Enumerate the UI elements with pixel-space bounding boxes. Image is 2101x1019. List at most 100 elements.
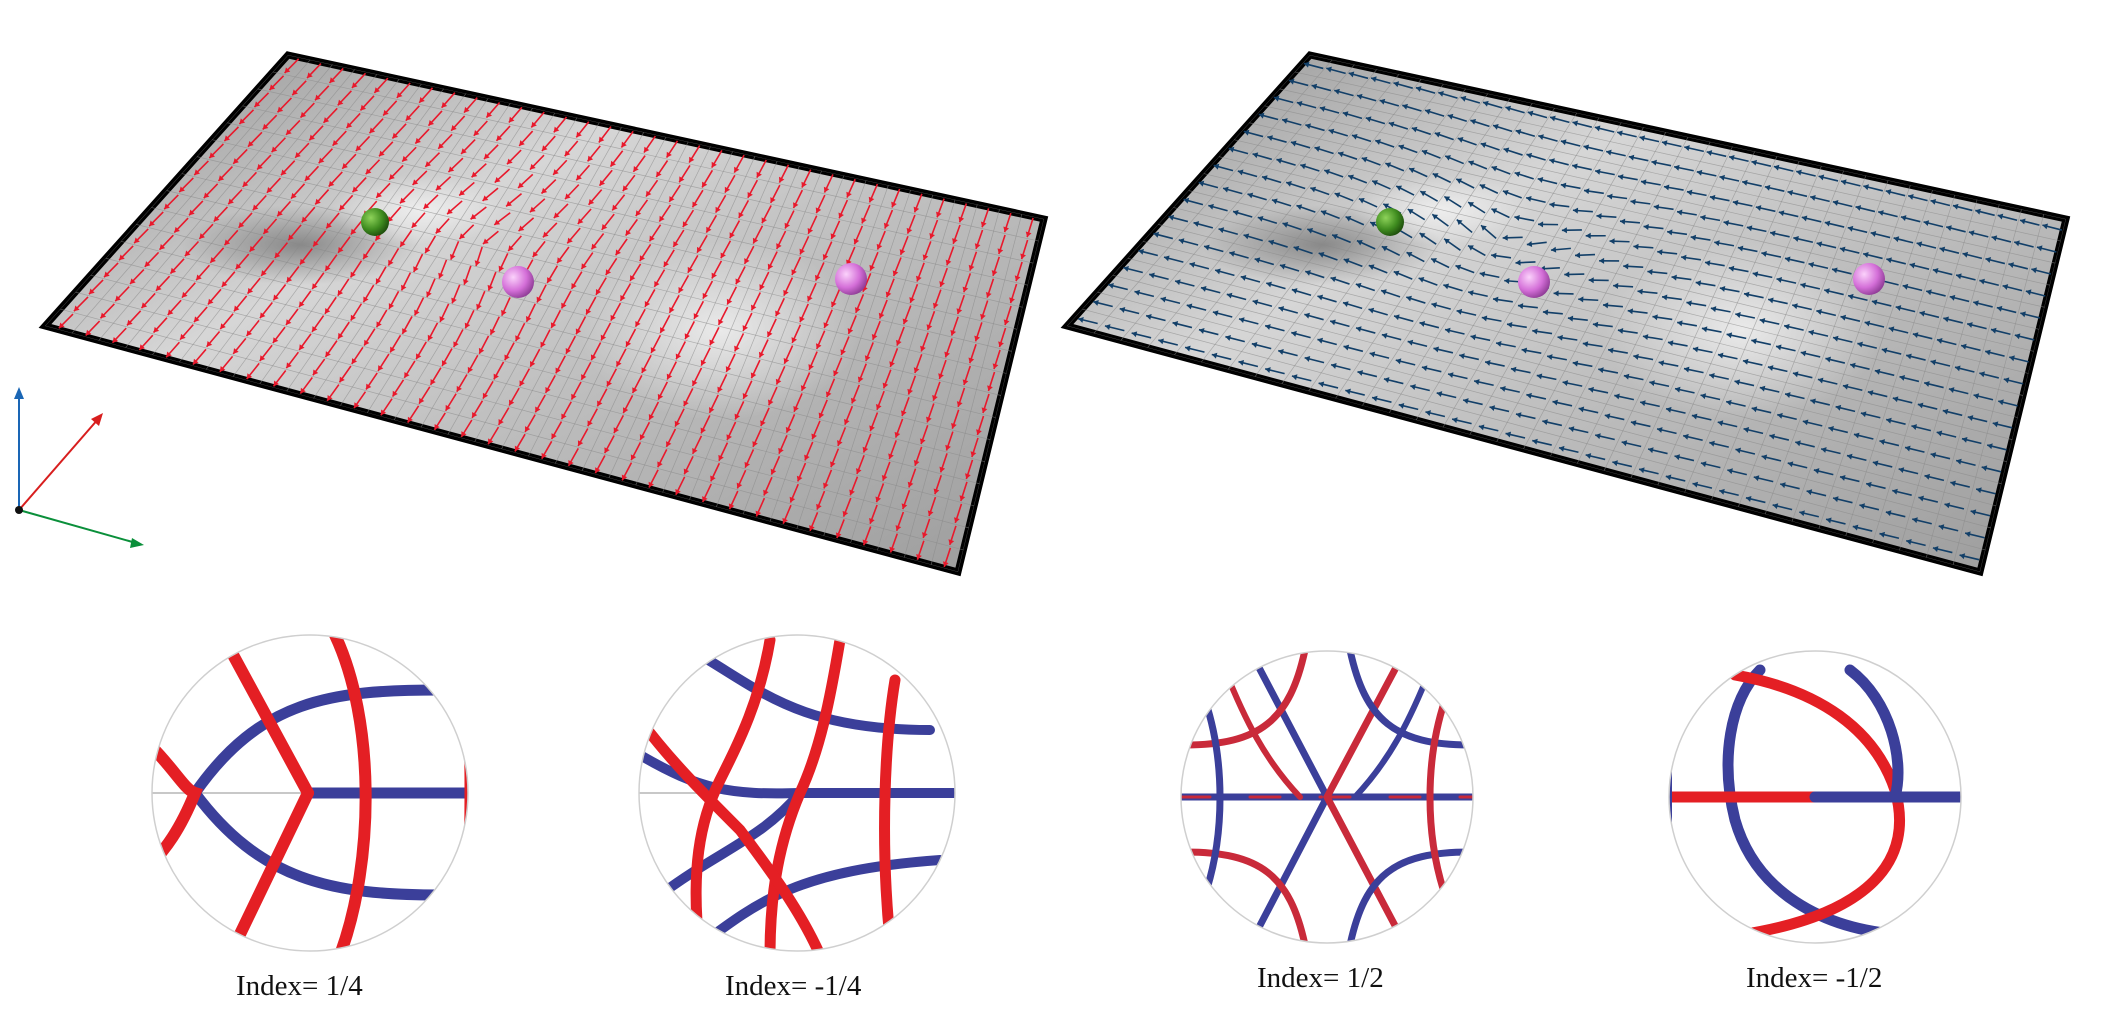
field-arrow (541, 135, 556, 152)
field-arrow (482, 380, 494, 400)
field-arrow (1443, 238, 1461, 251)
field-arrow (198, 223, 214, 240)
field-arrow (498, 253, 509, 272)
field-arrow (645, 179, 659, 197)
field-arrow (1433, 346, 1454, 354)
field-arrow (962, 365, 972, 386)
field-arrow (951, 409, 960, 429)
field-arrow (1267, 135, 1287, 143)
field-arrow (1912, 332, 1933, 340)
field-arrow (2014, 240, 2034, 248)
field-arrow (657, 449, 668, 468)
field-arrow (1892, 396, 1913, 404)
field-arrow (1842, 383, 1863, 392)
field-arrow (1168, 214, 1189, 223)
field-arrow (556, 246, 570, 264)
field-arrow (1911, 424, 1932, 432)
field-arrow (1343, 258, 1363, 268)
field-arrow (909, 283, 919, 304)
field-arrow (1489, 405, 1510, 413)
field-arrow (864, 342, 874, 362)
field-arrow (1617, 174, 1638, 181)
field-arrow (902, 305, 912, 325)
field-arrow (847, 315, 857, 335)
field-arrow (540, 329, 551, 348)
field-arrow (871, 320, 881, 341)
field-arrow (1787, 189, 1808, 198)
field-arrow (1979, 371, 1999, 379)
mesh-line (196, 156, 1012, 352)
field-arrow (276, 97, 293, 113)
field-arrow (1515, 412, 1536, 420)
field-arrow (1078, 317, 1098, 325)
field-arrow (843, 405, 854, 425)
field-arrow (944, 338, 953, 358)
field-arrow (1271, 198, 1292, 207)
field-arrow (1436, 391, 1457, 399)
field-arrow (907, 468, 917, 488)
field-arrow (460, 139, 476, 155)
field-arrow (666, 361, 678, 380)
field-arrow (285, 308, 299, 326)
field-arrow (577, 428, 589, 447)
field-arrow (575, 316, 587, 335)
field-arrow (717, 374, 728, 393)
field-arrow (580, 252, 594, 270)
field-arrow (311, 315, 325, 333)
field-arrow (1796, 169, 1816, 177)
field-arrow (1432, 172, 1452, 184)
field-arrow (643, 135, 657, 153)
field-arrow (1743, 426, 1764, 435)
field-arrow (456, 374, 468, 393)
field-arrow (1538, 221, 1559, 228)
field-arrow (778, 164, 790, 183)
field-arrow (1627, 308, 1648, 315)
field-arrow (1775, 344, 1796, 352)
field-arrow (853, 225, 864, 245)
field-arrow (1557, 334, 1578, 341)
field-arrow (1380, 289, 1401, 298)
field-arrow (1415, 86, 1436, 94)
field-arrow (245, 319, 260, 337)
field-arrow (1134, 289, 1155, 298)
field-arrow (1334, 192, 1354, 202)
field-arrow (769, 184, 781, 204)
field-arrow (2042, 223, 2063, 231)
field-arrow (1628, 154, 1649, 162)
field-arrow (337, 90, 352, 106)
field-arrow (756, 159, 767, 178)
field-arrow (672, 229, 685, 248)
field-arrow (1189, 261, 1210, 270)
field-arrow (407, 405, 420, 423)
field-arrow (1746, 225, 1767, 233)
field-arrow (875, 483, 885, 503)
field-arrow (1560, 182, 1581, 190)
field-arrow (1273, 95, 1294, 104)
field-arrow (506, 149, 522, 165)
field-arrow (1473, 379, 1494, 387)
field-arrow (1623, 263, 1644, 270)
field-arrow (294, 142, 310, 159)
field-arrow (262, 218, 278, 235)
field-arrow (152, 317, 168, 334)
field-arrow (1583, 144, 1604, 152)
field-arrow (1558, 445, 1579, 454)
field-arrow (188, 200, 204, 216)
field-arrow (1979, 278, 1999, 287)
field-arrow (644, 289, 656, 308)
field-arrow (1138, 248, 1159, 257)
field-arrow (1863, 184, 1883, 192)
field-arrow (950, 316, 959, 336)
field-arrow (270, 137, 286, 153)
field-arrow (1975, 487, 1996, 495)
vector-field-left (58, 58, 1034, 568)
field-arrow (1792, 371, 1813, 379)
field-arrow (1462, 398, 1483, 406)
field-arrow (504, 342, 515, 361)
field-arrow (725, 353, 736, 373)
field-arrow (801, 169, 812, 188)
field-arrow (1732, 199, 1753, 207)
field-arrow (956, 387, 966, 408)
field-arrow (733, 154, 745, 174)
field-arrow (1457, 137, 1477, 146)
